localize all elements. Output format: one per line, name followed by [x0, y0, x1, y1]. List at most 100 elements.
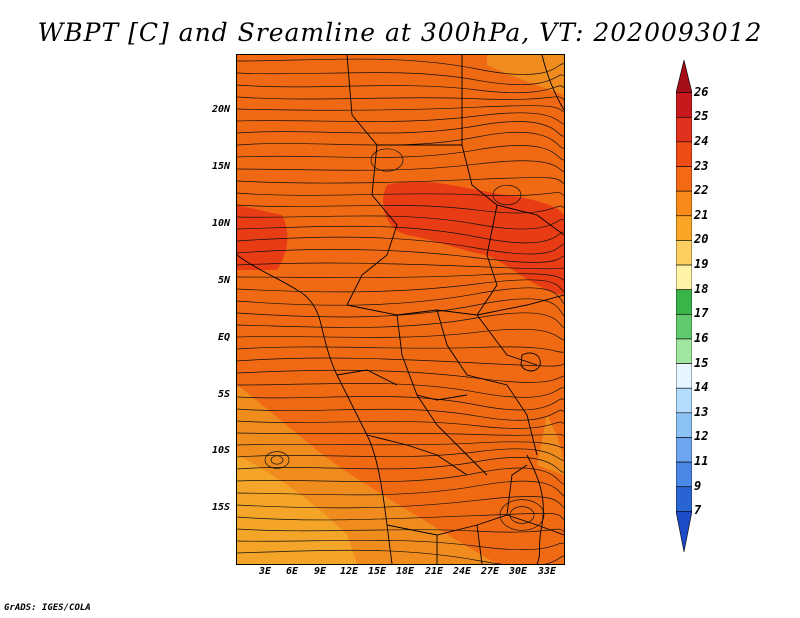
streamline — [237, 382, 564, 398]
streamline — [237, 448, 564, 461]
streamline — [237, 273, 564, 281]
streamline — [237, 204, 564, 214]
streamline — [237, 480, 564, 497]
lon-label-15e: 15E — [367, 566, 387, 577]
colorbar-tick-label: 19 — [694, 257, 709, 272]
colorbar-tick-label: 21 — [694, 207, 709, 222]
streamline — [237, 396, 564, 411]
colorbar-segment — [676, 363, 692, 389]
streamline — [237, 132, 564, 149]
lat-label-10s: 10S — [211, 445, 230, 456]
colorbar-segment — [676, 60, 692, 93]
lon-label-18e: 18E — [395, 566, 415, 577]
lake-victoria — [520, 352, 541, 372]
lon-label-12e: 12E — [339, 566, 359, 577]
coastline-east — [526, 55, 564, 564]
colorbar-tick-label: 26 — [694, 84, 709, 99]
streamline — [237, 328, 564, 341]
map-canvas — [237, 55, 564, 564]
streamline — [237, 408, 564, 421]
streamline — [237, 432, 564, 437]
streamline — [237, 160, 564, 173]
chart-title: WBPT [C] and Sreamline at 300hPa, VT: 20… — [37, 18, 763, 47]
streamline — [237, 312, 564, 329]
lat-label-20n: 20N — [211, 104, 230, 115]
streamline-vortex — [264, 451, 290, 469]
colorbar-segment — [676, 141, 692, 167]
lat-label-eq: EQ — [217, 332, 230, 343]
colorbar-segment — [676, 215, 692, 241]
streamline — [237, 467, 564, 485]
colorbar-tick-label: 11 — [694, 454, 709, 469]
lat-label-10n: 10N — [211, 218, 230, 229]
colorbar-tick-label: 12 — [694, 429, 709, 444]
colorbar-tick-label: 16 — [694, 330, 709, 345]
colorbar-segment — [676, 264, 692, 290]
streamline — [237, 192, 564, 197]
lon-label-3e: 3E — [258, 566, 272, 577]
colorbar-tick-label: 22 — [694, 183, 709, 198]
streamline — [237, 96, 564, 101]
streamline — [237, 420, 564, 429]
colorbar-segment — [676, 116, 692, 143]
streamline-vortex — [270, 455, 284, 465]
lon-label-24e: 24E — [452, 566, 472, 577]
wbpt-warm-region-west — [237, 205, 288, 270]
colorbar-segment — [676, 461, 692, 488]
colorbar-tick-label: 17 — [694, 306, 709, 321]
colorbar-tick-label: 7 — [694, 503, 702, 518]
colorbar-segment — [676, 338, 692, 364]
lon-label-21e: 21E — [424, 566, 444, 577]
streamline-vortex — [499, 499, 545, 531]
streamline — [237, 287, 564, 306]
colorbar-tick-label: 18 — [694, 281, 709, 296]
streamline — [237, 236, 564, 255]
colorbar-segment — [676, 387, 692, 414]
coastline-west — [237, 254, 393, 564]
streamline — [237, 369, 564, 383]
streamline — [237, 346, 564, 353]
country-borders — [237, 55, 564, 564]
colorbar-tick-label: 9 — [694, 478, 702, 493]
streamline — [237, 549, 564, 564]
streamline-vortex — [370, 148, 404, 172]
colorbar-tick-label: 24 — [694, 133, 709, 148]
colorbar-segment — [676, 486, 692, 512]
streamline — [237, 145, 564, 161]
border-lines — [336, 55, 564, 564]
lon-label-6e: 6E — [285, 566, 299, 577]
lat-label-15n: 15N — [211, 161, 230, 172]
lat-label-5s: 5S — [217, 389, 230, 400]
map-panel — [236, 54, 565, 565]
colorbar-segment — [676, 437, 692, 463]
streamline — [237, 539, 564, 551]
colorbar-segment — [676, 166, 692, 192]
streamline — [237, 512, 564, 521]
colorbar-segment — [676, 289, 692, 315]
wbpt-coolest-region-southwest — [237, 455, 357, 564]
colorbar-segment — [676, 511, 692, 553]
lon-label-27e: 27E — [480, 566, 500, 577]
streamline — [237, 112, 564, 125]
wbpt-warm-region — [383, 181, 564, 295]
streamline — [237, 72, 564, 85]
wbpt-cool-region-southeast — [537, 415, 564, 475]
streamlines — [237, 58, 564, 564]
streamline-vortex — [509, 506, 535, 524]
streamline — [237, 121, 564, 137]
streamline — [237, 215, 564, 230]
colorbar — [676, 60, 692, 553]
colorbar-segment — [676, 92, 692, 118]
streamline — [237, 84, 564, 94]
colorbar-segment — [676, 240, 692, 266]
streamline — [237, 177, 564, 185]
streamline — [237, 496, 564, 509]
colorbar-tick-label: 13 — [694, 404, 709, 419]
lon-label-9e: 9E — [313, 566, 327, 577]
colorbar-tick-label: 15 — [694, 355, 709, 370]
colorbar-segment — [676, 314, 692, 340]
lon-label-30e: 30E — [508, 566, 528, 577]
streamline — [237, 441, 564, 449]
streamline — [237, 357, 564, 367]
streamline — [237, 225, 564, 244]
